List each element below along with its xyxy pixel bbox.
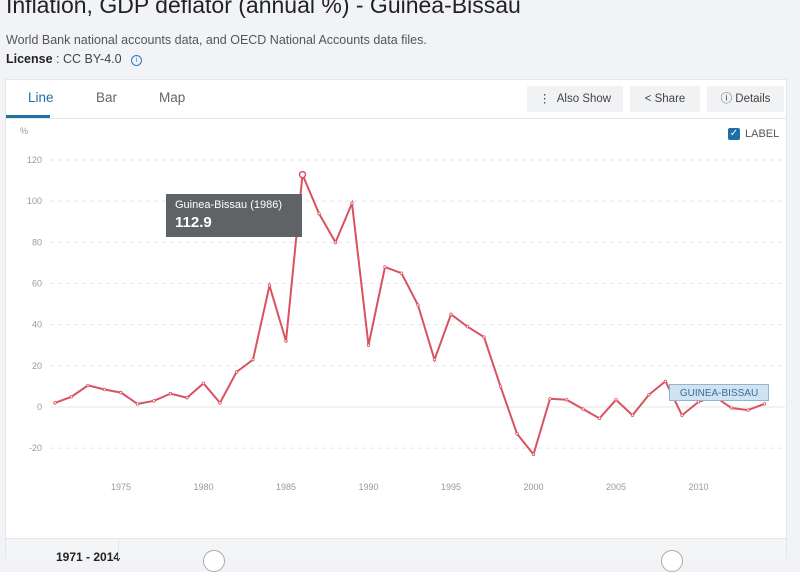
data-point xyxy=(350,201,354,205)
data-point xyxy=(581,407,585,411)
data-point xyxy=(531,452,536,457)
details-button[interactable]: ⓘ Details xyxy=(707,86,784,112)
x-tick-label: 1990 xyxy=(358,482,378,492)
data-point xyxy=(86,383,90,388)
source-note: World Bank national accounts data, and O… xyxy=(6,33,427,47)
info-circle-icon: ⓘ xyxy=(720,93,736,105)
y-tick-label: 40 xyxy=(32,320,42,330)
y-tick-label: 120 xyxy=(27,155,42,165)
data-point xyxy=(647,392,651,397)
data-point xyxy=(333,240,338,245)
y-tick-label: -20 xyxy=(29,443,42,453)
data-point xyxy=(746,408,750,412)
data-point xyxy=(498,384,503,389)
tooltip-value: 112.9 xyxy=(175,214,212,231)
chart-card: Line Bar Map ⋮ Also Show < Share ⓘ Detai… xyxy=(5,79,787,572)
tab-map[interactable]: Map xyxy=(159,90,186,105)
data-point xyxy=(630,413,635,417)
data-point xyxy=(267,283,272,288)
share-icon: < xyxy=(644,93,655,105)
data-point xyxy=(663,379,668,383)
data-point xyxy=(449,312,453,317)
label-toggle-text: LABEL xyxy=(745,128,780,140)
x-tick-label: 2010 xyxy=(688,482,708,492)
data-point xyxy=(135,402,140,406)
chart-tabs: Line Bar Map ⋮ Also Show < Share ⓘ Detai… xyxy=(6,80,786,119)
tooltip-title: Guinea-Bissau (1986) xyxy=(175,199,283,211)
data-point xyxy=(432,357,437,362)
more-vertical-icon: ⋮ xyxy=(538,93,557,105)
x-tick-label: 1985 xyxy=(276,482,296,492)
data-point xyxy=(298,170,307,179)
share-label: Share xyxy=(654,93,686,105)
y-tick-label: 0 xyxy=(37,402,42,412)
data-point xyxy=(515,432,519,436)
data-point xyxy=(548,397,552,401)
details-label: Details xyxy=(735,93,771,105)
info-icon[interactable]: i xyxy=(131,55,143,66)
data-point xyxy=(465,325,470,329)
data-point xyxy=(317,211,321,216)
share-button[interactable]: < Share xyxy=(630,86,700,112)
label-toggle[interactable]: ✓ LABEL xyxy=(728,128,779,140)
data-point xyxy=(482,335,486,339)
data-point xyxy=(152,399,156,403)
license: License : CC BY-4.0 i xyxy=(6,52,143,66)
data-point xyxy=(53,401,57,405)
license-value: : CC BY-4.0 xyxy=(56,52,122,66)
data-point xyxy=(185,396,189,400)
data-point xyxy=(234,370,239,374)
data-point xyxy=(729,406,734,410)
tab-line[interactable]: Line xyxy=(28,90,54,105)
data-point xyxy=(762,402,767,406)
x-tick-label: 2005 xyxy=(606,482,626,492)
series-line-guinea-bissau xyxy=(54,174,765,457)
x-tick-label: 1980 xyxy=(193,482,213,492)
data-point xyxy=(168,391,173,396)
y-tick-label: 60 xyxy=(32,279,42,289)
series-label[interactable]: GUINEA-BISSAU xyxy=(669,384,769,401)
data-point xyxy=(366,343,371,347)
tab-bar[interactable]: Bar xyxy=(96,90,118,105)
y-tick-label: 100 xyxy=(27,196,42,206)
tooltip: Guinea-Bissau (1986) 112.9 xyxy=(166,194,302,237)
data-point xyxy=(284,339,288,343)
data-point xyxy=(614,398,618,402)
y-axis-unit: % xyxy=(20,126,29,136)
also-show-button[interactable]: ⋮ Also Show xyxy=(527,86,623,112)
data-point xyxy=(383,265,387,269)
data-point xyxy=(597,416,602,421)
license-label: License xyxy=(6,52,53,66)
divider xyxy=(118,539,119,559)
x-tick-label: 1975 xyxy=(111,482,131,492)
data-point xyxy=(399,271,404,275)
active-tab-indicator xyxy=(6,115,50,118)
data-point xyxy=(218,401,222,405)
checkbox-checked-icon[interactable]: ✓ xyxy=(728,128,740,140)
data-point xyxy=(251,357,255,362)
data-point xyxy=(416,303,420,307)
also-show-label: Also Show xyxy=(556,93,612,105)
x-tick-label: 1995 xyxy=(441,482,461,492)
y-tick-label: 80 xyxy=(32,237,42,247)
x-tick-label: 2000 xyxy=(523,482,543,492)
data-point xyxy=(564,398,569,402)
line-chart: 120 100 80 60 40 20 0 -20 1975 1980 1985 1990 1995 2… xyxy=(27,155,785,492)
data-point xyxy=(680,413,684,417)
data-point xyxy=(201,381,206,386)
data-point xyxy=(69,395,74,399)
y-tick-label: 20 xyxy=(32,361,42,371)
data-point xyxy=(102,387,107,392)
data-point xyxy=(119,390,123,395)
page-title: Inflation, GDP deflator (annual %) - Gui… xyxy=(6,0,521,18)
